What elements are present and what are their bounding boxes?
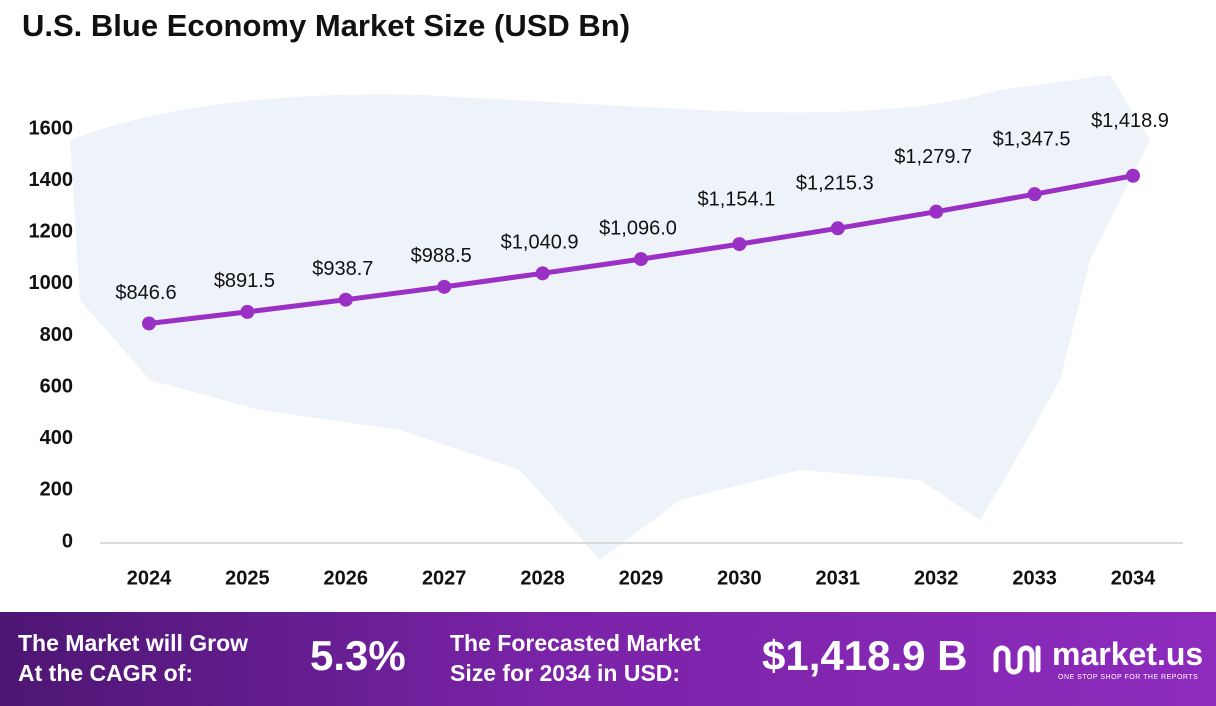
forecast-line: The Forecasted Market xyxy=(450,630,701,656)
y-tick-label: 800 xyxy=(40,324,73,346)
x-tick-label: 2027 xyxy=(422,567,467,589)
cagr-text: The Market will Grow At the CAGR of: xyxy=(18,628,248,688)
y-tick-label: 1000 xyxy=(29,272,74,294)
marker xyxy=(929,204,944,219)
x-tick-label: 2030 xyxy=(717,567,762,589)
x-tick-label: 2031 xyxy=(816,567,861,589)
value-label: $1,418.9 xyxy=(1091,110,1169,132)
x-tick-label: 2026 xyxy=(324,567,369,589)
marker xyxy=(732,237,747,252)
y-tick-label: 400 xyxy=(40,427,73,449)
forecast-text: The Forecasted Market Size for 2034 in US… xyxy=(450,628,701,688)
chart-title: U.S. Blue Economy Market Size (USD Bn) xyxy=(22,8,630,43)
value-label: $891.5 xyxy=(214,270,275,292)
x-tick-label: 2024 xyxy=(127,567,172,589)
forecast-value: $1,418.9 B xyxy=(762,632,968,679)
value-label: $846.6 xyxy=(115,282,176,304)
value-label: $1,347.5 xyxy=(993,128,1071,150)
y-tick-label: 1200 xyxy=(29,221,74,243)
chart: U.S. Blue Economy Market Size (USD Bn) 0… xyxy=(22,8,1183,589)
value-label: $988.5 xyxy=(411,245,472,267)
marker xyxy=(338,292,353,307)
forecast-line: Size for 2034 in USD: xyxy=(450,660,681,686)
x-tick-label: 2034 xyxy=(1111,567,1156,589)
y-tick-label: 0 xyxy=(62,530,73,552)
marker xyxy=(142,316,156,331)
marker xyxy=(634,252,648,267)
y-tick-label: 200 xyxy=(40,479,73,501)
map-background xyxy=(70,75,1150,560)
value-label: $1,279.7 xyxy=(894,146,972,168)
y-tick-label: 1400 xyxy=(29,169,74,191)
value-label: $1,215.3 xyxy=(796,173,874,195)
cagr-line: The Market will Grow xyxy=(18,630,249,656)
x-tick-label: 2028 xyxy=(520,567,565,589)
marker xyxy=(1027,187,1042,202)
value-label: $1,154.1 xyxy=(697,188,775,210)
value-label: $1,096.0 xyxy=(599,217,677,239)
logo-icon xyxy=(993,645,1041,675)
value-label: $938.7 xyxy=(312,258,373,280)
brand: market.us xyxy=(1052,636,1204,672)
y-tick-label: 600 xyxy=(40,375,73,397)
x-tick-label: 2029 xyxy=(619,567,664,589)
marker xyxy=(535,266,550,281)
value-label: $1,040.9 xyxy=(501,232,579,254)
marker xyxy=(437,279,452,294)
cagr-line: At the CAGR of: xyxy=(18,660,194,686)
y-tick-label: 1600 xyxy=(29,117,74,139)
x-tick-label: 2033 xyxy=(1012,567,1057,589)
x-tick-label: 2032 xyxy=(914,567,959,589)
marker xyxy=(1126,168,1140,183)
cagr-value: 5.3% xyxy=(310,632,406,679)
footer: The Market will Grow At the CAGR of: 5.3%… xyxy=(0,612,1216,706)
marker xyxy=(830,221,845,236)
marker xyxy=(240,304,255,319)
tagline: ONE STOP SHOP FOR THE REPORTS xyxy=(1058,674,1199,681)
x-tick-label: 2025 xyxy=(225,567,270,589)
